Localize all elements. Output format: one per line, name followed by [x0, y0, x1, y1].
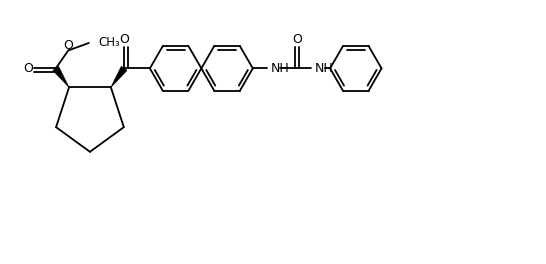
Polygon shape: [111, 67, 127, 87]
Text: CH₃: CH₃: [99, 36, 121, 49]
Text: NH: NH: [271, 62, 290, 75]
Text: O: O: [63, 39, 73, 52]
Text: O: O: [23, 62, 33, 75]
Polygon shape: [53, 67, 69, 87]
Text: O: O: [292, 33, 302, 46]
Text: NH: NH: [314, 62, 334, 75]
Text: O: O: [119, 33, 129, 46]
